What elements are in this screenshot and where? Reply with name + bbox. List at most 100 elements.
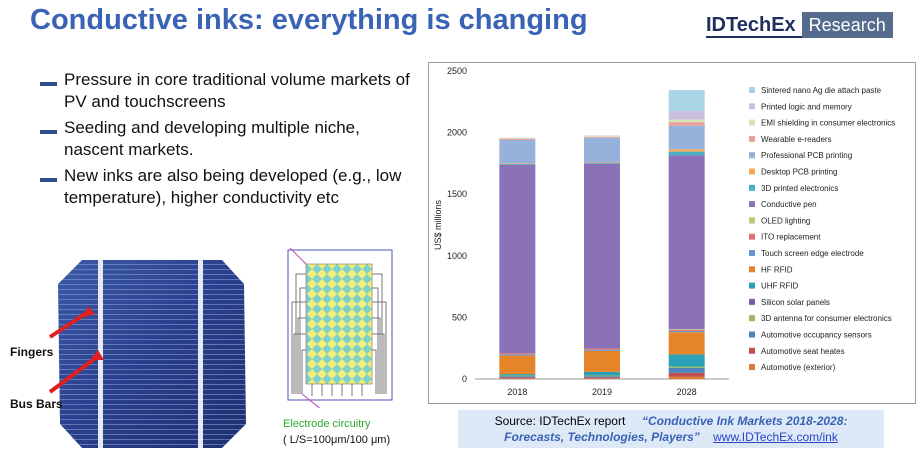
y-tick-label: 1500 <box>447 189 467 199</box>
page-title: Conductive inks: everything is changing <box>30 4 588 36</box>
legend-entry: Automotive seat heates <box>761 347 845 356</box>
bus-bar <box>198 260 203 448</box>
bar-segment <box>668 155 705 330</box>
solar-cell-image: Fingers Bus Bars <box>6 260 246 448</box>
bar-segment <box>668 367 705 373</box>
bar-segment <box>499 375 536 377</box>
legend-entry: Desktop PCB printing <box>761 168 837 177</box>
y-tick-label: 2500 <box>447 66 467 76</box>
legend-entry: UHF RFID <box>761 282 799 291</box>
legend-entry: Conductive pen <box>761 200 817 209</box>
logo-text-right: Research <box>801 12 893 38</box>
legend-entry: 3D antenna for consumer electronics <box>761 314 892 323</box>
solar-cell-fingers <box>58 260 246 448</box>
legend-swatch <box>749 298 755 305</box>
report-title-line1: “Conductive Ink Markets 2018-2028: <box>641 414 848 428</box>
legend-swatch <box>749 119 755 126</box>
bar-segment <box>584 349 620 351</box>
stacked-bar-chart: 0 500 1000 1500 2000 2500 US$ millions 2018 2019… <box>433 66 895 397</box>
bar-segment <box>668 151 705 156</box>
bullet-dash-icon <box>40 130 57 134</box>
legend-entry: Wearable e-readers <box>761 135 832 144</box>
legend-swatch <box>749 250 755 256</box>
chart-container: 0 500 1000 1500 2000 2500 US$ millions 2018 2019… <box>428 62 916 404</box>
bar-segment <box>668 376 705 379</box>
legend-swatch <box>749 168 755 175</box>
bar-segment <box>499 139 536 140</box>
legend-entry: 3D printed electronics <box>761 184 838 193</box>
bullet-list: Pressure in core traditional volume mark… <box>40 69 420 213</box>
legend-swatch <box>749 266 755 273</box>
idtechex-logo: IDTechEx Research <box>706 12 893 38</box>
bar-segment <box>584 135 620 137</box>
fingers-arrow <box>48 310 90 339</box>
bar-segment <box>584 350 620 372</box>
bar-segment <box>499 137 536 139</box>
electrode-pointer <box>289 247 307 265</box>
x-tick-label: 2018 <box>507 387 527 397</box>
bar-segment <box>668 122 705 126</box>
bar-segment <box>668 149 705 152</box>
source-prefix: Source: IDTechEx report <box>494 414 626 428</box>
bar-segment <box>668 111 705 120</box>
legend-swatch <box>749 282 755 289</box>
electrode-pointer <box>301 393 321 408</box>
legend-swatch <box>749 87 755 93</box>
legend-swatch <box>749 184 755 191</box>
legend-swatch <box>749 103 755 110</box>
bus-bar <box>98 260 103 448</box>
legend-entry: Printed logic and memory <box>761 102 852 111</box>
electrode-caption: Electrode circuitry <box>283 418 371 430</box>
legend-entry: Automotive (exterior) <box>761 363 836 372</box>
bar-segment <box>668 354 705 367</box>
bar-segment <box>668 329 705 331</box>
legend-swatch <box>749 347 755 354</box>
legend-entry: Automotive occupancy sensors <box>761 331 872 340</box>
bar-segment <box>668 366 705 368</box>
bar-segment <box>584 348 620 350</box>
bar-segment <box>584 163 620 164</box>
bar-segment <box>668 119 705 123</box>
bar-segment <box>499 378 536 379</box>
bullet-dash-icon <box>40 82 57 86</box>
bar-segment <box>499 164 536 354</box>
electrode-circuitry-image <box>287 247 393 408</box>
legend-entry: HF RFID <box>761 265 793 274</box>
electrode-subcaption: ( L/S=100μm/100 μm) <box>283 434 391 446</box>
bar-segment <box>499 377 536 379</box>
y-tick-label: 500 <box>452 312 467 322</box>
bar-segment <box>584 377 620 379</box>
bar-segment <box>499 376 536 378</box>
bar-segment <box>584 163 620 349</box>
legend-entry: EMI shielding in consumer electronics <box>761 119 895 128</box>
bullet-item: Seeding and developing multiple niche, n… <box>40 117 420 161</box>
bullet-text: New inks are also being developed (e.g.,… <box>64 166 402 207</box>
bar-segment <box>499 353 536 355</box>
y-tick-label: 0 <box>462 374 467 384</box>
legend-entry: Silicon solar panels <box>761 298 830 307</box>
legend-swatch <box>749 135 755 142</box>
bar-segment <box>499 354 536 356</box>
bus-bars-arrowhead <box>90 350 104 360</box>
source-link[interactable]: www.IDTechEx.com/ink <box>713 430 838 444</box>
legend-swatch <box>749 233 755 240</box>
bullet-text: Seeding and developing multiple niche, n… <box>64 118 360 159</box>
bullet-item: New inks are also being developed (e.g.,… <box>40 165 420 209</box>
legend-swatch <box>749 331 755 338</box>
y-tick-label: 1000 <box>447 251 467 261</box>
bar-segment <box>584 136 620 137</box>
bar-segment <box>499 374 536 376</box>
bar-segment <box>499 139 536 164</box>
legend-entry: Sintered nano Ag die attach paste <box>761 86 882 95</box>
bar-segment <box>584 376 620 378</box>
bar-segment <box>668 125 705 150</box>
x-tick-label: 2028 <box>677 387 697 397</box>
source-box: Source: IDTechEx report “Conductive Ink … <box>458 410 884 448</box>
y-tick-label: 2000 <box>447 128 467 138</box>
bar-segment <box>668 372 705 377</box>
legend-swatch <box>749 201 755 208</box>
bar-segment <box>499 355 536 375</box>
legend-swatch <box>749 217 755 224</box>
legend-entry: Professional PCB printing <box>761 151 852 160</box>
legend-swatch <box>749 315 755 322</box>
